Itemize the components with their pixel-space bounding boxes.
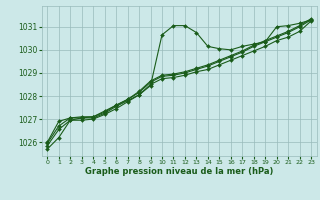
X-axis label: Graphe pression niveau de la mer (hPa): Graphe pression niveau de la mer (hPa)	[85, 167, 273, 176]
